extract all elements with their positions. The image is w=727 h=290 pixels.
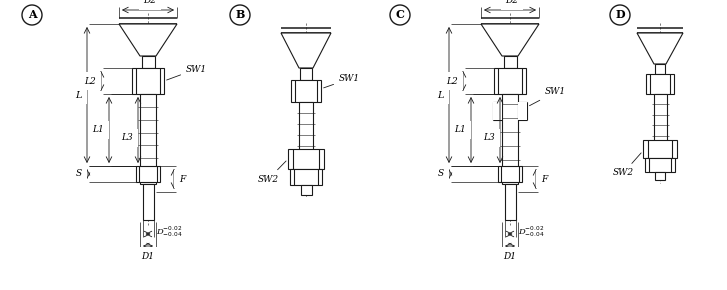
Bar xyxy=(646,74,674,94)
Text: SW1: SW1 xyxy=(529,88,566,106)
Text: D$^{-0.02}_{-0.04}$: D$^{-0.02}_{-0.04}$ xyxy=(156,224,183,240)
Bar xyxy=(518,102,527,120)
Text: D2: D2 xyxy=(505,0,518,5)
Text: D1: D1 xyxy=(504,252,516,261)
Text: F: F xyxy=(541,175,547,184)
Text: L3: L3 xyxy=(483,133,495,142)
Text: D1: D1 xyxy=(142,252,155,261)
Bar xyxy=(132,68,164,94)
Polygon shape xyxy=(119,24,177,56)
Text: L3: L3 xyxy=(121,133,133,142)
Text: SW1: SW1 xyxy=(166,64,207,80)
Bar xyxy=(655,172,665,180)
Text: D2: D2 xyxy=(143,0,156,5)
Bar xyxy=(291,80,321,102)
Text: SW2: SW2 xyxy=(613,153,641,177)
Bar xyxy=(498,166,522,182)
Text: C: C xyxy=(395,10,404,21)
Bar xyxy=(142,56,155,68)
Bar xyxy=(300,68,312,80)
Text: L1: L1 xyxy=(454,126,466,135)
Bar xyxy=(502,94,518,184)
Text: L: L xyxy=(76,90,82,99)
Bar xyxy=(494,68,526,94)
Text: S: S xyxy=(438,169,444,179)
Bar xyxy=(505,184,515,220)
Bar xyxy=(300,185,311,195)
Bar xyxy=(655,64,665,74)
Bar xyxy=(142,184,153,220)
Bar xyxy=(299,102,313,157)
Bar xyxy=(643,140,677,158)
Bar xyxy=(136,166,160,182)
Text: F: F xyxy=(179,175,185,184)
Text: S: S xyxy=(76,169,82,179)
Text: D: D xyxy=(615,10,624,21)
Text: L1: L1 xyxy=(92,126,104,135)
Text: SW2: SW2 xyxy=(258,161,286,184)
Polygon shape xyxy=(281,33,331,68)
Bar xyxy=(290,169,322,185)
Bar xyxy=(288,149,324,169)
Text: L2: L2 xyxy=(446,77,458,86)
Bar xyxy=(654,94,667,146)
Text: D$^{-0.02}_{-0.04}$: D$^{-0.02}_{-0.04}$ xyxy=(518,224,545,240)
Text: SW1: SW1 xyxy=(324,74,360,88)
Bar xyxy=(504,56,516,68)
Polygon shape xyxy=(481,24,539,56)
Text: A: A xyxy=(28,10,36,21)
Text: L: L xyxy=(438,90,444,99)
Bar xyxy=(140,94,156,184)
Bar xyxy=(645,158,675,172)
Text: B: B xyxy=(236,10,245,21)
Text: L2: L2 xyxy=(84,77,96,86)
Bar xyxy=(493,102,502,120)
Polygon shape xyxy=(637,33,683,64)
